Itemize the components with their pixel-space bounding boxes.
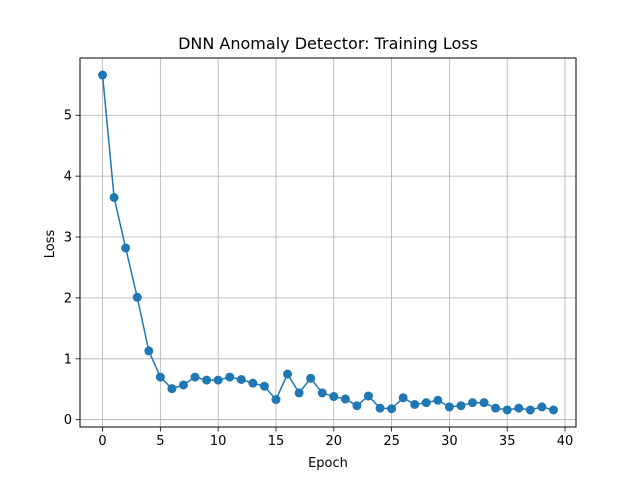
- y-axis-label: Loss: [43, 230, 58, 259]
- loss-point: [178, 380, 188, 390]
- loss-point: [294, 388, 304, 398]
- y-tick-label: 5: [64, 109, 72, 124]
- loss-point: [225, 372, 235, 382]
- x-tick-label: 15: [268, 434, 285, 449]
- loss-point: [491, 403, 501, 413]
- x-tick-label: 35: [499, 434, 516, 449]
- loss-point: [271, 395, 281, 405]
- loss-point: [479, 398, 489, 408]
- loss-point: [144, 346, 154, 356]
- loss-point: [514, 403, 524, 413]
- loss-point: [167, 384, 177, 394]
- loss-point: [190, 372, 200, 382]
- x-tick-label: 10: [210, 434, 227, 449]
- loss-point: [121, 243, 131, 253]
- loss-point: [525, 405, 535, 415]
- series-group: [98, 70, 558, 415]
- loss-point: [502, 405, 512, 415]
- loss-point: [202, 375, 212, 385]
- loss-point: [387, 404, 397, 414]
- loss-point: [213, 375, 223, 385]
- loss-point: [537, 402, 547, 412]
- y-tick-label: 3: [64, 231, 72, 246]
- loss-point: [329, 392, 339, 402]
- x-tick-label: 20: [326, 434, 343, 449]
- loss-point: [363, 391, 373, 401]
- loss-point: [236, 375, 246, 385]
- y-tick-label: 2: [64, 291, 72, 306]
- x-axis-label: Epoch: [308, 456, 348, 471]
- x-tick-label: 40: [557, 434, 574, 449]
- y-tick-label: 4: [64, 170, 72, 185]
- loss-point: [352, 401, 362, 411]
- loss-point: [398, 393, 408, 403]
- y-axis-ticks: 0 1 2 3 4 5: [64, 109, 80, 428]
- loss-point: [433, 395, 443, 405]
- loss-point: [317, 388, 327, 398]
- loss-point: [259, 381, 269, 391]
- y-tick-label: 0: [64, 413, 72, 428]
- loss-point: [456, 401, 466, 411]
- loss-point: [410, 399, 420, 409]
- loss-point: [375, 403, 385, 413]
- loss-line: [101, 74, 554, 411]
- loss-point: [98, 70, 108, 80]
- x-tick-label: 30: [441, 434, 458, 449]
- loss-point: [340, 394, 350, 404]
- loss-point: [306, 373, 316, 383]
- loss-point: [283, 369, 293, 379]
- x-axis-ticks: 0 5 10 15 20 25 30 35 40: [98, 427, 573, 449]
- loss-point: [248, 378, 258, 388]
- loss-point: [468, 398, 478, 408]
- loss-point: [109, 192, 119, 202]
- loss-point: [155, 372, 165, 382]
- y-tick-label: 1: [64, 352, 72, 367]
- loss-point: [548, 405, 558, 415]
- loss-point: [444, 402, 454, 412]
- x-tick-label: 5: [156, 434, 164, 449]
- x-tick-label: 25: [383, 434, 400, 449]
- plot-frame: [79, 57, 577, 428]
- x-tick-label: 0: [98, 434, 106, 449]
- loss-point: [421, 398, 431, 408]
- loss-point: [132, 292, 142, 302]
- grid: [80, 58, 576, 427]
- chart-title: DNN Anomaly Detector: Training Loss: [178, 34, 478, 53]
